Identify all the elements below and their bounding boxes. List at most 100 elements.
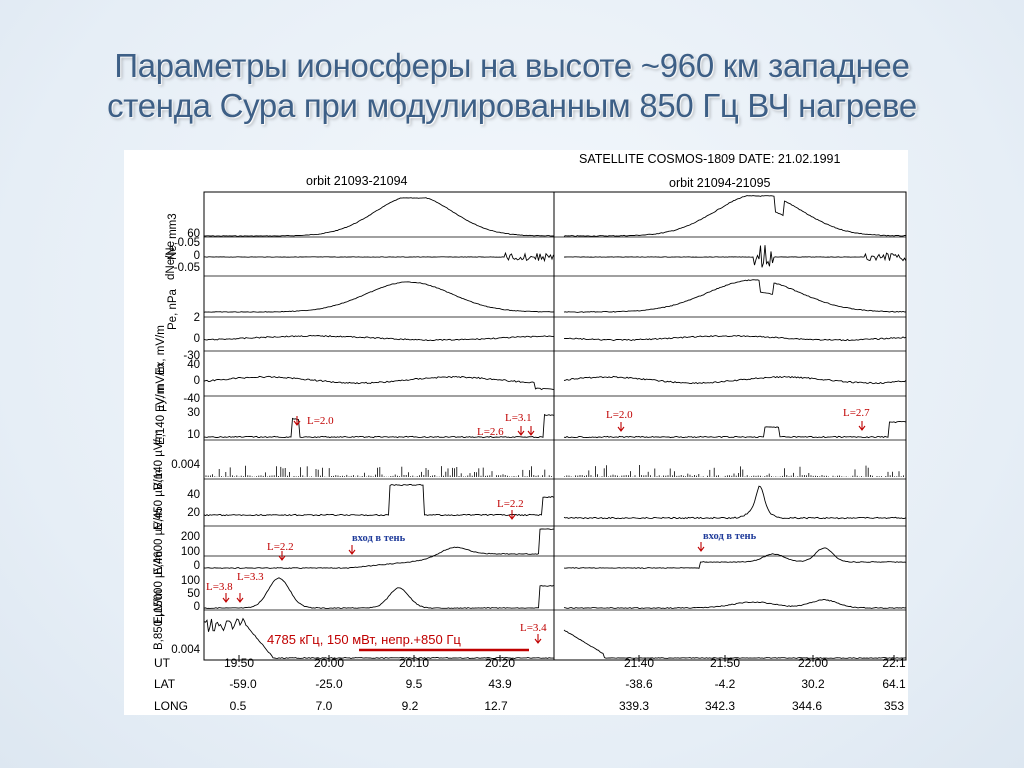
trace-ey-right [563,375,907,385]
left-ut-1: 19:50 [224,656,254,670]
arrow-head [517,430,525,436]
trace-ey-left [203,375,554,391]
trace-ne-right [563,195,906,237]
arrow-head [236,597,244,603]
trace-dne-right [563,245,907,268]
arrow-head [527,430,535,436]
slide-title-line-2: стенда Сура при модулированным 850 Гц ВЧ… [107,87,917,124]
right-lat-3: 30.2 [801,677,825,691]
trace-e450-right [563,485,907,520]
arrow-head [278,555,286,561]
left-lat-1: -59.0 [229,677,257,691]
ylabel-e15000: E,15000 µV/m [153,551,165,624]
left-long-3: 9.2 [402,699,419,713]
satellite-label: SATELLITE COSMOS-1809 DATE: 21.02.1991 [579,152,841,166]
trace-ne-left [204,197,554,237]
trace-e15000-left [203,577,554,609]
annotation-arrows [222,416,866,644]
tick-ey-40: 40 [187,359,200,371]
ylabel-b140: B,140 µV/m [153,430,165,490]
slide-title-line-1: Параметры ионосферы на высоте ~960 км за… [114,47,910,84]
annotation-l26: L=2.6 [477,426,504,438]
right-long-1: 339.3 [619,699,649,713]
tick-b850-0004: 0.004 [171,644,200,656]
right-ut-2: 21:50 [710,656,740,670]
right-lat-4: 64.1 [882,677,906,691]
tick-e15000-50: 50 [187,588,200,600]
trace-e140-right [563,420,907,439]
tick-ey-m40: -40 [183,393,200,405]
tick-pe-2: 2 [194,312,200,324]
trace-e15000-right [563,599,907,609]
tick-e4600-200: 200 [181,531,200,543]
right-lat-2: -4.2 [715,677,736,691]
annotation-l27: L=2.7 [843,407,870,419]
tick-e450-20: 20 [187,507,200,519]
right-ut-3: 22:00 [798,656,828,670]
annotation-l31: L=3.1 [505,412,532,424]
trace-b850-right [563,629,907,659]
trace-ex-right [563,335,907,342]
ylabel-e4600: E,4600 µV/m [153,508,165,575]
tick-e450-40: 40 [187,489,200,501]
slide-title: Параметры ионосферы на высоте ~960 км за… [0,46,1024,126]
trace-b850-left [203,617,554,660]
trace-e450-left [203,483,554,517]
trace-ex-left [203,335,554,341]
tick-e15000-100: 100 [181,575,200,587]
right-ut-1: 21:40 [624,656,654,670]
right-long-3: 344.6 [792,699,822,713]
left-long-4: 12.7 [484,699,508,713]
trace-pe-left [203,281,554,313]
left-lat-3: 9.5 [406,677,423,691]
arrow-head [697,546,705,552]
left-long-1: 0.5 [230,699,247,713]
right-lat-1: -38.6 [625,677,653,691]
ylabel-b850: B,850 µV/m [153,590,165,650]
annotation-l22-e4600: L=2.2 [267,541,294,553]
satellite-chart-figure: SATELLITE COSMOS-1809 DATE: 21.02.1991 o… [124,150,908,715]
tick-b140-0004: 0.004 [171,459,200,471]
tick-e140-10: 10 [187,429,200,441]
panel-frames [203,191,907,661]
tick-ex-0: 0 [194,333,200,345]
trace-e140-left [203,413,554,439]
arrow-head [508,514,516,520]
ylabel-ex: Ex, mV/m [155,325,167,375]
left-orbit-label: orbit 21093-21094 [306,174,408,188]
right-plot-frame [553,191,907,661]
annotation-shadow-left: вход в тень [352,533,406,544]
tick-dne-0: 0 [194,250,200,262]
left-ut-4: 20:20 [485,656,515,670]
trace-e4600-right [563,547,907,569]
ylabel-e450: E,450 µV/m [153,470,165,530]
row-label-long: LONG [154,699,188,713]
left-long-2: 7.0 [316,699,333,713]
trace-dne-left [203,251,554,263]
arrow-head [222,597,230,603]
row-label-ut: UT [154,656,171,670]
annotation-l20-left: L=2.0 [307,415,334,427]
left-ut-3: 20:10 [399,656,429,670]
trace-e4600-left [203,528,554,569]
arrow-head [617,426,625,432]
ylabel-dne: dNe/Ne [165,241,177,280]
ylabel-pe: Pe, nPa [167,288,179,330]
tick-ey-0: 0 [194,375,200,387]
ylabel-e140: E,140 µV/m [155,385,167,445]
tick-e4600-100: 100 [181,546,200,558]
tick-ex-m30: -30 [183,350,200,362]
tick-ne-60: 60 [187,228,200,240]
right-long-4: 353 [884,699,904,713]
arrow-head [534,638,542,644]
trace-pe-right [563,279,907,313]
right-long-2: 342.3 [705,699,735,713]
tick-e4600-0: 0 [194,560,200,572]
arrow-head [348,549,356,555]
annotation-l33: L=3.3 [237,571,264,583]
annotation-shadow-right: вход в тень [703,531,757,542]
ylabel-ey: Ey, mV/m [155,363,167,412]
annotation-l22-e450: L=2.2 [497,498,524,510]
tick-e140-30: 30 [187,407,200,419]
left-ut-2: 20:00 [314,656,344,670]
